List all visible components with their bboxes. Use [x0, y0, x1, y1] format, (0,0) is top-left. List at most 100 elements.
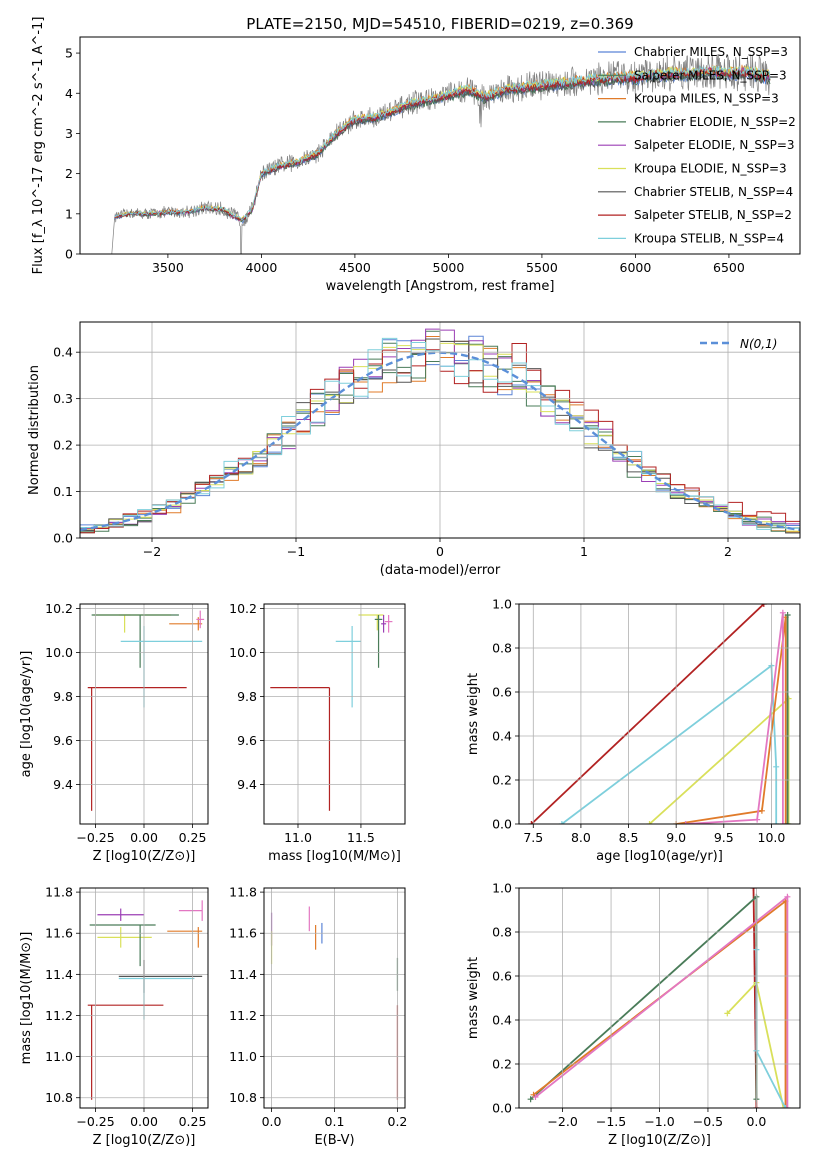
axes-frame — [263, 603, 406, 825]
x-tick-label: −0.5 — [693, 1114, 723, 1129]
y-tick-label: 9.6 — [53, 733, 73, 748]
y-tick-label: 0.2 — [492, 773, 512, 788]
y-tick-label: 10.2 — [229, 601, 257, 616]
data-point — [118, 959, 203, 993]
weight-marker — [782, 821, 789, 824]
y-axis-label: mass [log10(M/M⊙)] — [19, 932, 34, 1065]
x-tick-label: −0.25 — [76, 830, 114, 845]
data-point — [335, 626, 361, 708]
weight-series — [676, 617, 787, 824]
axes-frame — [79, 36, 801, 255]
data-point — [196, 610, 205, 629]
y-tick-label: 5 — [65, 46, 73, 61]
y-tick-label: 11.6 — [45, 926, 73, 941]
legend-entry: Kroupa ELODIE, N_SSP=3 — [634, 162, 787, 176]
model-spectrum — [114, 65, 771, 221]
x-axis-label: E(B-V) — [314, 1133, 354, 1148]
plot-area-spectrum — [111, 54, 771, 254]
data-point — [384, 615, 393, 633]
y-tick-label: 0.4 — [492, 729, 512, 744]
y-tick-label: 10.8 — [229, 1090, 257, 1105]
x-tick-label: −2 — [143, 544, 161, 559]
weight-marker — [785, 821, 792, 824]
data-point — [118, 614, 131, 633]
y-tick-label: 0.0 — [492, 817, 512, 832]
y-tick-label: 9.8 — [237, 689, 257, 704]
legend-entry: N(0,1) — [740, 337, 777, 351]
weight-marker — [784, 821, 791, 824]
x-tick-label: 7.5 — [523, 830, 543, 845]
legend-entry: Salpeter MILES, N_SSP=3 — [634, 68, 787, 82]
weight-marker — [532, 1094, 539, 1100]
x-axis-label: Z [log10(Z/Z⊙)] — [93, 849, 196, 864]
subplot-mass-vs-Z: −0.25 0.00 0.25 10.8 11.0 11.2 11.4 11.6 11.8 Z [… — [19, 885, 209, 1148]
y-tick-label: 11.4 — [229, 967, 257, 982]
y-tick-label: 0.4 — [492, 1013, 512, 1028]
weight-marker — [773, 763, 780, 770]
y-tick-label: 0.0 — [492, 1101, 512, 1116]
x-tick-label: 0.2 — [388, 1114, 408, 1129]
weight-marker — [750, 888, 757, 891]
x-tick-label: 0.25 — [179, 1114, 207, 1129]
weight-marker — [760, 604, 767, 607]
weight-marker — [779, 609, 786, 616]
subplot-residual-distribution: −2 −1 0 1 2 0.0 0.1 0.2 0.3 0.4 (data-model)/error… — [27, 321, 801, 578]
data-point — [358, 614, 384, 631]
y-tick-label: 0.8 — [492, 925, 512, 940]
legend-entry: Kroupa MILES, N_SSP=3 — [634, 92, 779, 106]
weight-series — [561, 663, 778, 824]
legend-entry: Chabrier STELIB, N_SSP=4 — [634, 185, 793, 199]
weight-marker — [754, 816, 761, 823]
weight-marker — [784, 893, 791, 900]
weight-marker — [528, 821, 535, 824]
weight-marker — [784, 1105, 791, 1108]
x-axis-label: age [log10(age/yr)] — [596, 849, 723, 864]
y-tick-label: 1.0 — [492, 881, 512, 896]
y-tick-label: 10.8 — [45, 1090, 73, 1105]
weight-series — [530, 604, 765, 824]
data-point — [374, 615, 383, 668]
weight-marker — [773, 821, 780, 824]
y-tick-label: 11.0 — [229, 1049, 257, 1064]
y-tick-label: 4 — [65, 86, 73, 101]
y-tick-label: 11.6 — [229, 926, 257, 941]
x-tick-label: 5500 — [526, 260, 558, 275]
y-tick-label: 10.2 — [45, 601, 73, 616]
x-tick-label: 0.0 — [746, 1114, 766, 1129]
subplot-mass-weight-vs-Z: −2.0 −1.5 −1.0 −0.5 0.0 0.0 0.2 0.4 0.6 0.8 1.0 Z [… — [466, 881, 801, 1148]
axes-frame — [518, 603, 801, 825]
weight-marker — [527, 1096, 534, 1103]
x-tick-label: −1.5 — [596, 1114, 626, 1129]
x-tick-label: −2.0 — [547, 1114, 577, 1129]
plot-area-age-vs-mass — [270, 614, 393, 811]
x-tick-label: 0.00 — [130, 830, 158, 845]
weight-marker — [779, 821, 786, 824]
x-tick-label: 11.0 — [284, 830, 312, 845]
x-tick-label: 0.00 — [130, 1114, 158, 1129]
x-tick-label: 9.0 — [666, 830, 686, 845]
data-point — [118, 977, 195, 1020]
x-tick-label: 0.25 — [179, 830, 207, 845]
data-point — [167, 927, 203, 948]
x-tick-label: 9.5 — [714, 830, 734, 845]
y-axis-label: Normed distribution — [27, 365, 42, 495]
legend: Chabrier MILES, N_SSP=3 Salpeter MILES, N… — [598, 45, 796, 245]
y-tick-label: 1 — [65, 206, 73, 221]
y-tick-label: 0.2 — [53, 438, 73, 453]
x-tick-label: 8.5 — [619, 830, 639, 845]
plot-area-mass-weight-vs-Z — [527, 888, 791, 1108]
subplot-mass-weight-vs-age: 7.5 8.0 8.5 9.0 9.5 10.0 0.0 0.2 0.4 0.6 0.8 1.0 age… — [466, 597, 801, 864]
y-tick-label: 0.2 — [492, 1057, 512, 1072]
legend-entry: Salpeter ELODIE, N_SSP=3 — [634, 138, 795, 152]
y-tick-label: 9.6 — [237, 733, 257, 748]
axes-frame — [79, 887, 209, 1109]
y-tick-label: 11.8 — [45, 885, 73, 900]
x-tick-label: 0.1 — [325, 1114, 345, 1129]
observed-spectrum — [111, 54, 771, 254]
x-tick-label: 5000 — [433, 260, 465, 275]
y-axis-label: mass weight — [466, 673, 481, 755]
plot-area-age-vs-Z — [87, 610, 205, 811]
y-tick-label: 0.6 — [492, 685, 512, 700]
axes-frame — [263, 887, 406, 1109]
